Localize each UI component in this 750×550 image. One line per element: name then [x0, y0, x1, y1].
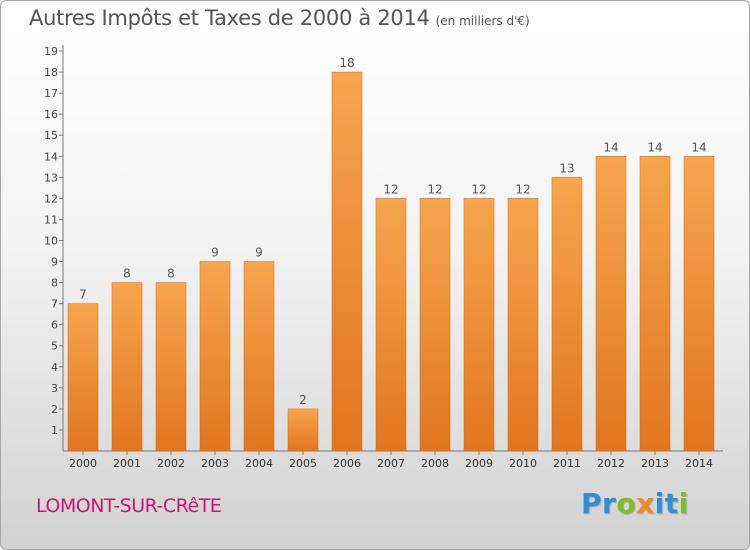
data-label: 7	[79, 288, 87, 302]
x-tick-label: 2006	[333, 457, 361, 470]
brand-letter: i	[654, 487, 665, 520]
data-label: 2	[299, 393, 307, 407]
bar-2009	[463, 198, 495, 452]
data-label: 12	[471, 182, 486, 196]
y-tick-label: 12	[44, 192, 58, 205]
y-tick-label: 17	[44, 87, 58, 100]
y-tick-label: 11	[44, 213, 58, 226]
bar-2003	[199, 261, 231, 452]
data-label: 14	[647, 140, 662, 154]
data-label: 14	[691, 140, 706, 154]
bar-2002	[155, 282, 187, 452]
x-tick-label: 2009	[465, 457, 493, 470]
x-tick-label: 2004	[245, 457, 273, 470]
brand-letter: x	[636, 487, 655, 520]
y-tick-label: 15	[44, 129, 58, 142]
x-tick-label: 2010	[509, 457, 537, 470]
bar-2006	[331, 71, 363, 452]
data-label: 13	[559, 161, 574, 175]
x-tick-label: 2008	[421, 457, 449, 470]
y-tick-label: 9	[51, 256, 58, 269]
bar-2011	[551, 177, 583, 452]
bar-2008	[419, 198, 451, 452]
data-label: 9	[211, 246, 219, 260]
y-tick-label: 8	[51, 277, 58, 290]
brand-letter: i	[678, 487, 689, 520]
y-tick-label: 5	[51, 340, 58, 353]
y-tick-label: 4	[51, 361, 58, 374]
x-tick-label: 2012	[597, 457, 625, 470]
unit-label: (en milliers d'€)	[435, 14, 530, 28]
data-label: 8	[123, 267, 131, 281]
bar-2005	[287, 408, 319, 452]
x-tick-label: 2011	[553, 457, 581, 470]
data-label: 18	[339, 56, 354, 70]
x-tick-label: 2005	[289, 457, 317, 470]
bar-2001	[111, 282, 143, 452]
x-tick-label: 2014	[685, 457, 713, 470]
brand-letter: r	[602, 487, 617, 520]
y-tick-label: 1	[51, 424, 58, 437]
bar-2000	[67, 303, 99, 452]
y-tick-label: 2	[51, 403, 58, 416]
x-tick-label: 2002	[157, 457, 185, 470]
y-tick-label: 19	[44, 45, 58, 58]
bar-2007	[375, 198, 407, 452]
y-tick-label: 13	[44, 171, 58, 184]
x-tick-label: 2013	[641, 457, 669, 470]
y-tick-label: 14	[44, 150, 58, 163]
data-label: 12	[427, 182, 442, 196]
y-tick-label: 18	[44, 66, 58, 79]
bar-2012	[595, 156, 627, 452]
bar-2004	[243, 261, 275, 452]
data-label: 9	[255, 246, 263, 260]
y-tick-label: 6	[51, 319, 58, 332]
bar-2010	[507, 198, 539, 452]
x-tick-label: 2003	[201, 457, 229, 470]
y-tick-label: 10	[44, 234, 58, 247]
brand-letter: P	[581, 487, 603, 520]
data-label: 8	[167, 267, 175, 281]
title-text: Autres Impôts et Taxes de 2000 à 2014	[29, 6, 430, 30]
brand-letter: t	[664, 487, 679, 520]
chart-title: Autres Impôts et Taxes de 2000 à 2014 (en…	[29, 6, 530, 30]
brand-logo[interactable]: Proxiti	[581, 487, 689, 520]
x-tick-label: 2001	[113, 457, 141, 470]
data-label: 12	[383, 182, 398, 196]
y-tick-label: 3	[51, 382, 58, 395]
bar-2013	[639, 156, 671, 452]
bar-2014	[683, 156, 715, 452]
data-label: 12	[515, 182, 530, 196]
x-tick-label: 2007	[377, 457, 405, 470]
data-label: 14	[603, 140, 618, 154]
place-name: LOMONT-SUR-CRêTE	[36, 495, 222, 517]
y-tick-label: 16	[44, 108, 58, 121]
x-tick-label: 2000	[69, 457, 97, 470]
y-tick-label: 7	[51, 298, 58, 311]
brand-letter: o	[616, 487, 637, 520]
